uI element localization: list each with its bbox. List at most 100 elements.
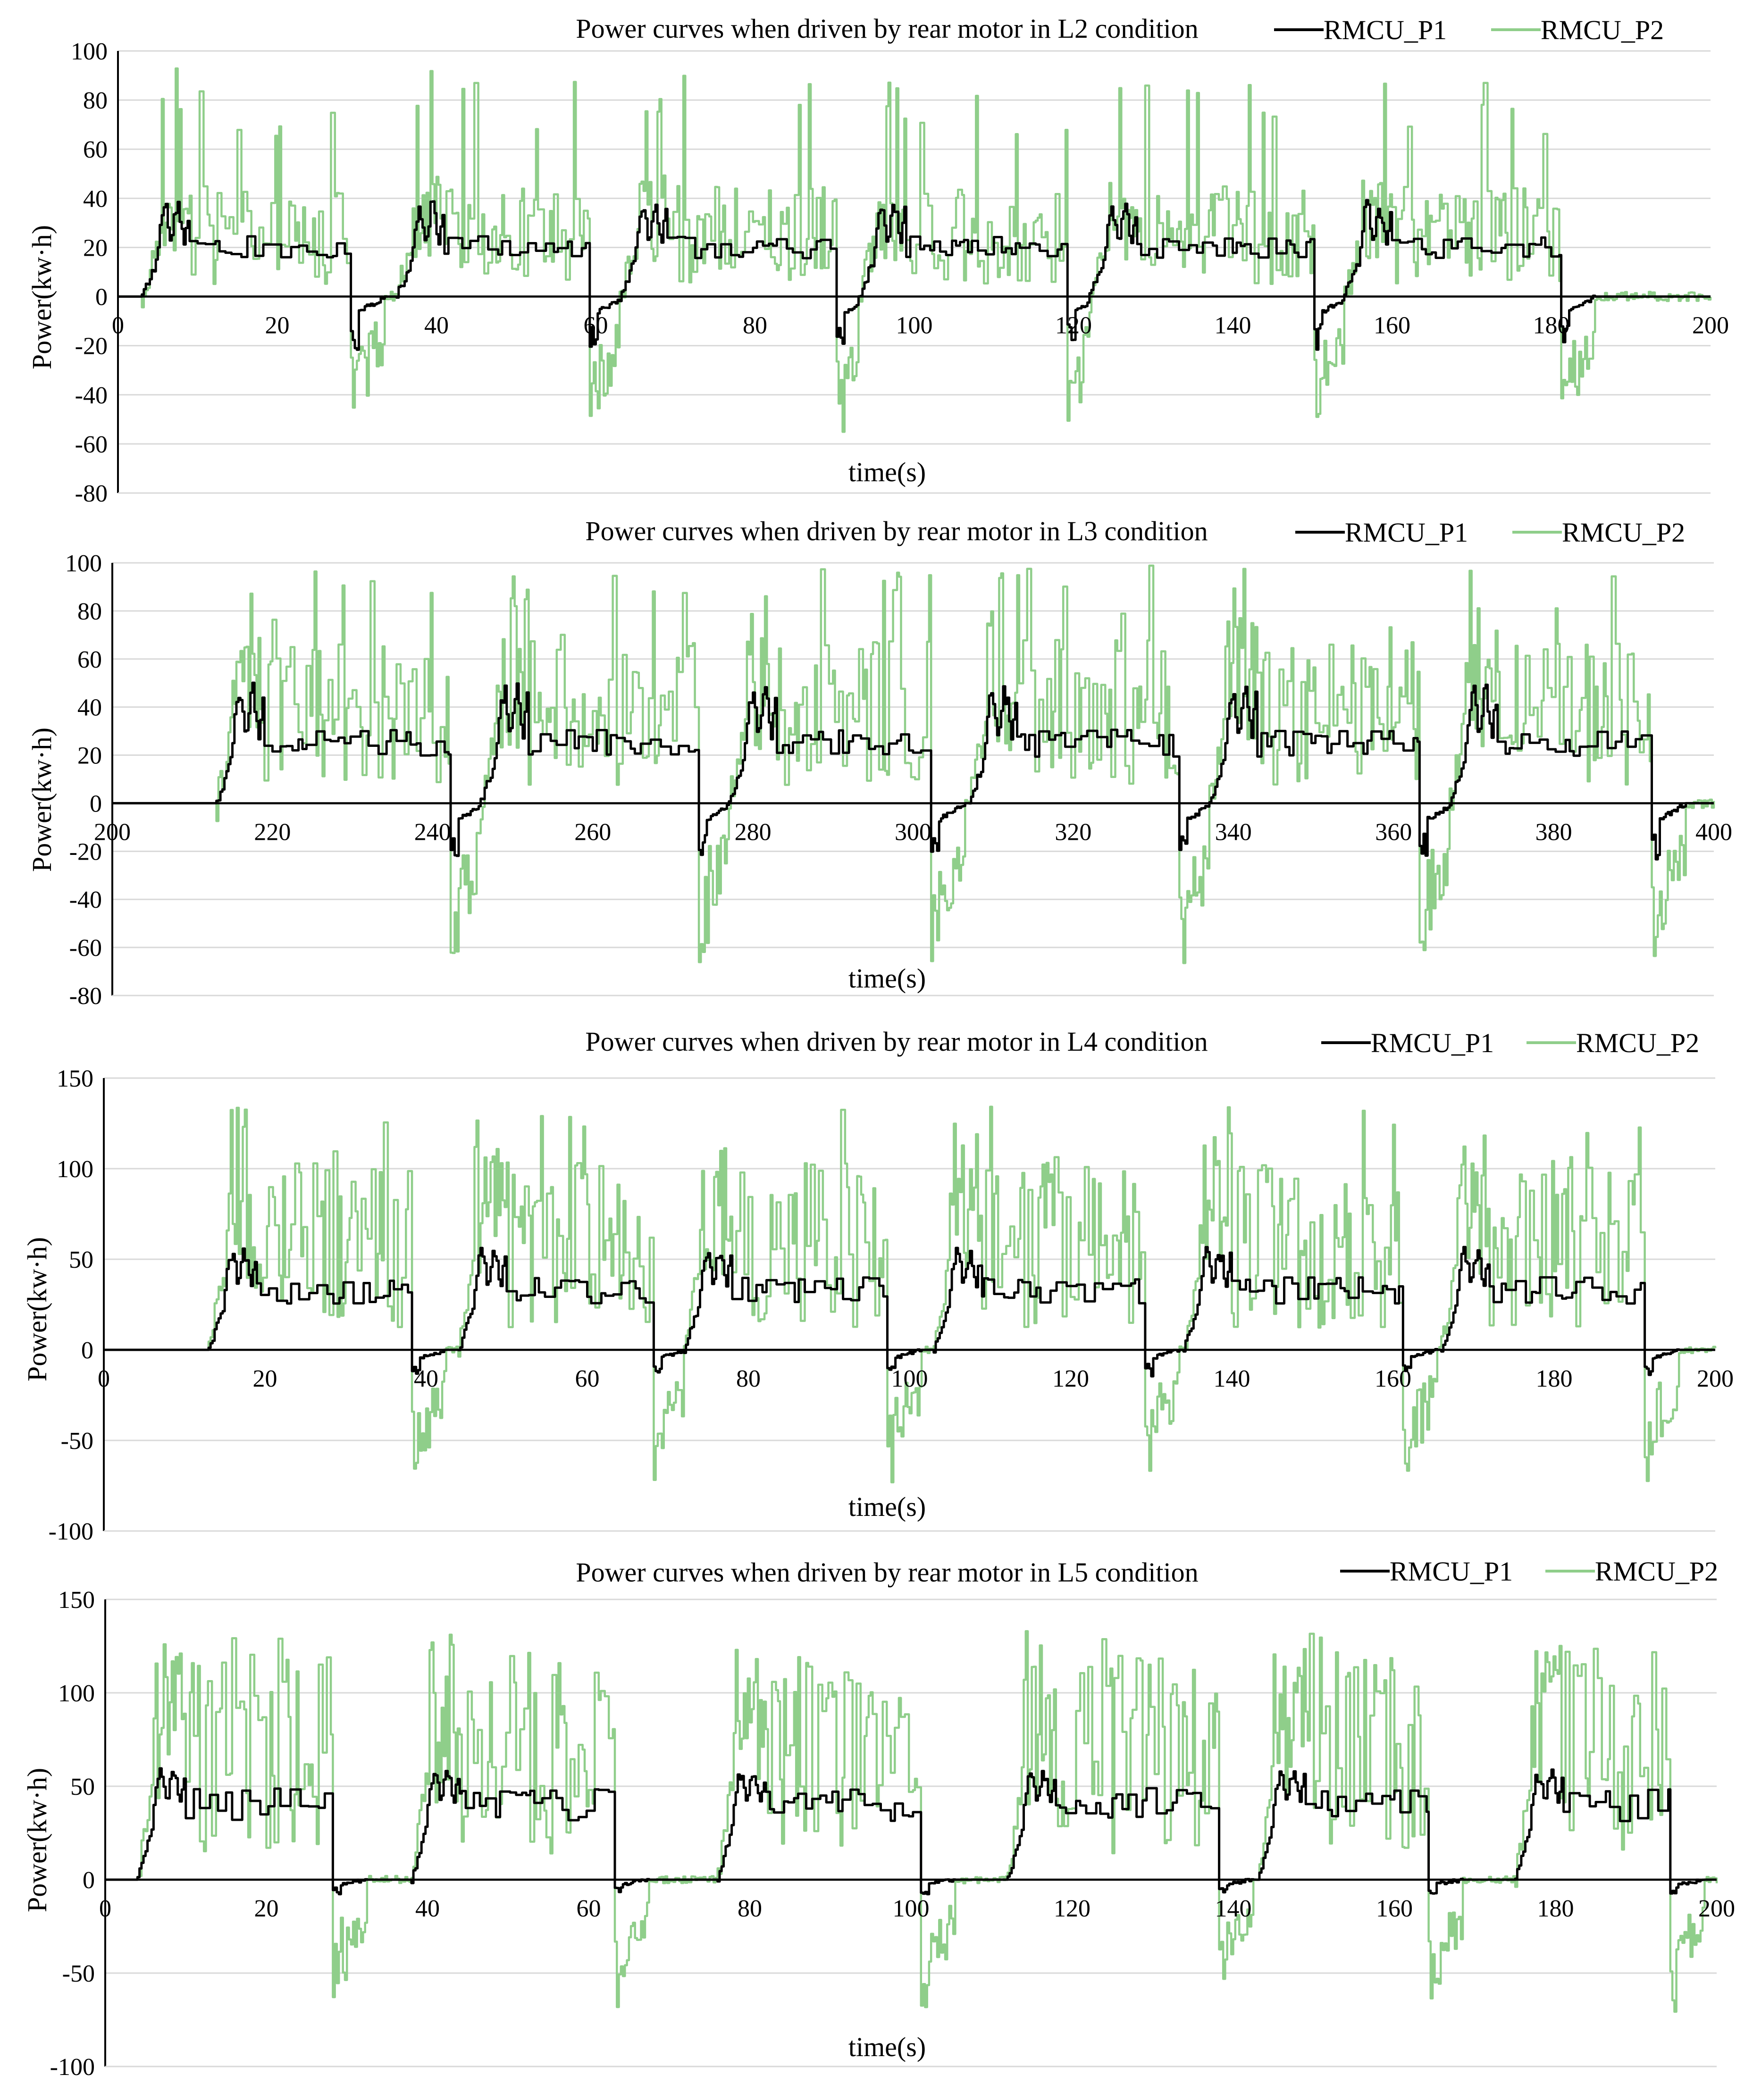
series-line-rmcu-p1 [118, 199, 1711, 351]
legend-label-p1: RMCU_P1 [1324, 15, 1447, 45]
x-tick-label: 40 [415, 1895, 440, 1922]
x-tick-label: 20 [253, 1365, 277, 1392]
x-tick-label: 80 [738, 1895, 762, 1922]
x-tick-label: 200 [1698, 1895, 1735, 1922]
y-tick-label: -60 [69, 935, 102, 962]
x-tick-label: 320 [1055, 819, 1091, 845]
x-tick-label: 180 [1536, 1365, 1573, 1392]
chart-title: Power curves when driven by rear motor i… [585, 516, 1208, 546]
y-axis-label: Power(kw·h) [26, 728, 57, 872]
legend: RMCU_P1 RMCU_P2 [1274, 15, 1664, 45]
chart-title: Power curves when driven by rear motor i… [576, 1557, 1198, 1588]
series-lines [112, 564, 1715, 964]
y-tick-label: -80 [75, 480, 108, 507]
y-tick-label: 60 [83, 136, 108, 163]
legend-label-p1: RMCU_P1 [1345, 517, 1468, 548]
series-lines [118, 67, 1712, 433]
series-line-rmcu-p1 [112, 681, 1714, 861]
x-tick-label: 120 [1055, 312, 1092, 339]
series-line-rmcu-p2 [104, 1105, 1717, 1484]
x-tick-label: 160 [1375, 1365, 1411, 1392]
x-tick-label: 140 [1214, 1365, 1250, 1392]
x-tick-label: 60 [575, 1365, 600, 1392]
x-tick-label: 380 [1535, 819, 1572, 845]
y-tick-label: 100 [71, 38, 108, 65]
x-tick-label: 120 [1054, 1895, 1090, 1922]
series-line-rmcu-p1 [105, 1767, 1717, 1896]
x-tick-label: 160 [1376, 1895, 1413, 1922]
y-tick-labels: -80 -60 -40 -20 0 20 40 60 80 100 [65, 550, 102, 1010]
x-tick-labels: 0 20 40 60 80 100 120 140 160 180 200 [99, 1895, 1735, 1922]
y-tick-label: -20 [69, 838, 102, 865]
y-tick-label: 100 [57, 1156, 93, 1183]
y-tick-label: 40 [77, 694, 102, 721]
series-line-rmcu-p2 [118, 67, 1712, 433]
y-tick-label: 0 [83, 1867, 95, 1894]
y-tick-label: 0 [90, 790, 102, 817]
y-tick-label: -40 [75, 382, 108, 409]
y-tick-labels: -80 -60 -40 -20 0 20 40 60 80 100 [71, 38, 108, 507]
y-tick-label: -100 [50, 2054, 95, 2081]
y-tick-label: 40 [83, 185, 108, 212]
y-axis-label: Power(kw·h) [22, 1237, 52, 1381]
chart-title: Power curves when driven by rear motor i… [576, 13, 1198, 44]
x-axis-label: time(s) [848, 1491, 926, 1522]
x-tick-label: 160 [1374, 312, 1410, 339]
legend-label-p1: RMCU_P1 [1371, 1028, 1494, 1058]
y-tick-label: 20 [77, 743, 102, 770]
legend-label-p1: RMCU_P1 [1390, 1556, 1513, 1587]
gridlines [112, 562, 1714, 948]
x-tick-labels: 200 220 240 260 280 300 320 340 360 380 400 [94, 819, 1732, 845]
y-tick-label: 80 [77, 598, 102, 625]
y-tick-labels: -100 -50 0 50 100 150 [50, 1587, 95, 2081]
axes [103, 1078, 1715, 1532]
x-tick-label: 240 [414, 819, 451, 845]
x-tick-label: 340 [1215, 819, 1252, 845]
gridlines [105, 1598, 1717, 1974]
y-tick-label: 100 [58, 1680, 95, 1707]
x-axis-label: time(s) [848, 2032, 926, 2062]
x-tick-label: 140 [1215, 312, 1251, 339]
series-lines [105, 1630, 1718, 2013]
x-tick-label: 260 [574, 819, 611, 845]
x-tick-labels: 0 20 40 60 80 100 120 140 160 180 200 [112, 312, 1729, 339]
x-tick-label: 360 [1375, 819, 1412, 845]
x-tick-label: 20 [265, 312, 290, 339]
y-tick-label: 50 [70, 1774, 95, 1800]
x-tick-label: 40 [414, 1365, 438, 1392]
legend: RMCU_P1 RMCU_P2 [1295, 517, 1685, 548]
x-tick-label: 0 [99, 1895, 111, 1922]
x-axis-label: time(s) [848, 963, 926, 994]
x-tick-label: 200 [94, 819, 131, 845]
x-tick-label: 20 [254, 1895, 279, 1922]
x-tick-label: 0 [98, 1365, 110, 1392]
x-tick-label: 180 [1533, 312, 1570, 339]
y-tick-label: -50 [62, 1960, 95, 1987]
axes [111, 563, 1714, 996]
y-tick-label: 0 [95, 284, 108, 311]
legend-label-p2: RMCU_P2 [1541, 15, 1664, 45]
x-tick-label: 180 [1537, 1895, 1574, 1922]
legend-label-p2: RMCU_P2 [1576, 1028, 1699, 1058]
y-tick-label: 50 [69, 1247, 93, 1273]
series-line-rmcu-p2 [105, 1630, 1718, 2013]
x-tick-label: 60 [584, 312, 608, 339]
x-tick-label: 80 [736, 1365, 761, 1392]
x-tick-label: 0 [112, 312, 124, 339]
y-tick-label: 20 [83, 234, 108, 261]
legend: RMCU_P1 RMCU_P2 [1321, 1028, 1699, 1058]
x-tick-label: 80 [743, 312, 767, 339]
y-axis-label: Power(kw·h) [26, 225, 57, 369]
axes [104, 1599, 1717, 2067]
x-tick-label: 280 [735, 819, 772, 845]
y-tick-label: -100 [49, 1518, 93, 1545]
x-tick-label: 200 [1697, 1365, 1734, 1392]
y-axis-label: Power(kw·h) [22, 1768, 52, 1912]
x-tick-label: 100 [893, 1895, 930, 1922]
x-tick-label: 60 [577, 1895, 601, 1922]
legend: RMCU_P1 RMCU_P2 [1340, 1556, 1718, 1587]
x-axis-label: time(s) [848, 457, 926, 487]
x-tick-label: 300 [895, 819, 931, 845]
y-tick-label: 0 [81, 1337, 93, 1364]
